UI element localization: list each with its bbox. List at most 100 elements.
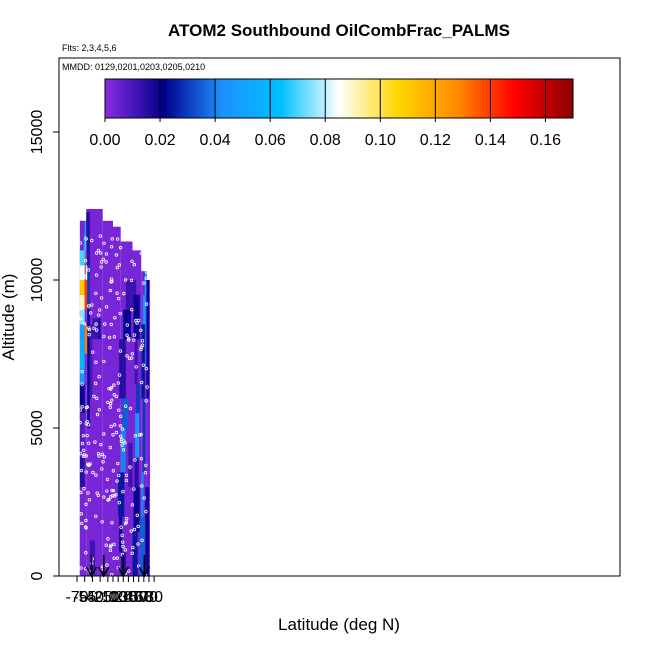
sample-point [125, 323, 130, 327]
sample-point [129, 529, 133, 533]
dates-label: MMDD: 0129,0201,0203,0205,0210 [62, 62, 205, 72]
x-tick-label: 20 [114, 589, 132, 606]
sample-point [132, 487, 136, 491]
sample-point [99, 296, 104, 300]
chart-title: ATOM2 Southbound OilCombFrac_PALMS [168, 21, 510, 40]
heatmap-cell [145, 487, 149, 576]
sample-point [139, 380, 144, 385]
sample-point [79, 468, 84, 473]
heatmap-cell [89, 540, 95, 576]
sample-point [95, 412, 100, 417]
heatmap-cell [141, 472, 144, 517]
sample-point [121, 544, 125, 549]
heatmap-cell [84, 280, 88, 310]
heatmap-cell [79, 265, 85, 280]
sample-point [120, 427, 125, 431]
sample-point [110, 521, 114, 525]
sample-point [144, 463, 148, 468]
sample-point [134, 365, 138, 369]
sample-point [127, 338, 131, 342]
x-tick-label: 60 [135, 589, 153, 606]
sample-point [81, 448, 86, 453]
sample-point [112, 383, 116, 387]
sample-point [84, 470, 88, 474]
sample-point [114, 430, 119, 435]
sample-point [80, 521, 84, 526]
sample-point [122, 439, 126, 443]
sample-point [118, 424, 123, 428]
sample-point [80, 405, 84, 409]
sample-point [112, 393, 116, 397]
sample-point [87, 326, 91, 330]
sample-point [102, 495, 106, 499]
sample-point [86, 491, 90, 495]
sample-point [127, 356, 132, 361]
sample-point [102, 359, 106, 364]
flight-arrow-head [117, 566, 129, 578]
y-tick-label: 15000 [29, 110, 46, 155]
colorbar-tick-label: 0.04 [200, 132, 231, 149]
sample-point [95, 491, 99, 495]
heatmap-cell [128, 442, 133, 488]
sample-point [136, 524, 140, 529]
colorbar-tick-label: 0.08 [310, 132, 341, 149]
sample-point [130, 259, 134, 263]
sample-point [104, 252, 109, 256]
sample-point [144, 366, 149, 371]
heatmap-cell [120, 428, 126, 473]
x-tick-label: 0 [109, 589, 118, 606]
x-tick-label: 40 [125, 589, 143, 606]
sample-point [117, 473, 121, 478]
sample-point [91, 350, 95, 354]
heatmap-cell [119, 516, 123, 553]
sample-point [107, 335, 112, 340]
sample-point [87, 498, 92, 502]
sample-point [133, 434, 138, 438]
sample-point [123, 548, 128, 552]
sample-point [81, 433, 86, 438]
sample-point [118, 349, 123, 353]
plot-area [78, 208, 150, 578]
heatmap-cell [119, 339, 126, 399]
sample-point [140, 339, 145, 343]
heatmap-cell [132, 531, 138, 576]
heatmap-cell [79, 339, 85, 354]
sample-point [116, 381, 121, 385]
sample-point [132, 527, 137, 532]
sample-point [78, 420, 82, 425]
sample-point [139, 251, 143, 256]
y-tick-label: 5000 [29, 410, 46, 446]
sample-point [104, 260, 108, 264]
sample-point [123, 521, 128, 526]
heatmap-cell [79, 324, 85, 340]
heatmap-cell [87, 265, 90, 310]
sample-point [92, 394, 96, 399]
heatmap-cell [133, 294, 140, 340]
sample-point [136, 542, 140, 546]
heatmap-cell [134, 457, 139, 488]
colorbar: 0.00 0.02 0.04 0.06 0.08 0.10 0.12 0.14 0.16 [89, 78, 574, 149]
sample-point [83, 259, 88, 263]
sample-point [114, 394, 119, 399]
sample-point [86, 441, 91, 445]
x-axis-label: Latitude (deg N) [278, 615, 400, 634]
sample-point [111, 469, 116, 473]
sample-point [79, 306, 83, 311]
sample-point [126, 569, 131, 573]
heatmap-cell [79, 309, 85, 325]
sample-point [84, 502, 88, 507]
heatmap-cell [134, 339, 138, 384]
sample-point [139, 347, 143, 352]
sample-point [115, 556, 120, 560]
heatmap-cell [142, 294, 146, 325]
sample-point [119, 525, 123, 529]
sample-point [110, 279, 114, 284]
sample-point [91, 470, 95, 475]
x-tick-label: -10 [96, 589, 119, 606]
colorbar-tick-label: 0.16 [530, 132, 561, 149]
heatmap-cell [135, 413, 140, 458]
sample-point [109, 245, 114, 249]
sample-point [84, 422, 89, 426]
